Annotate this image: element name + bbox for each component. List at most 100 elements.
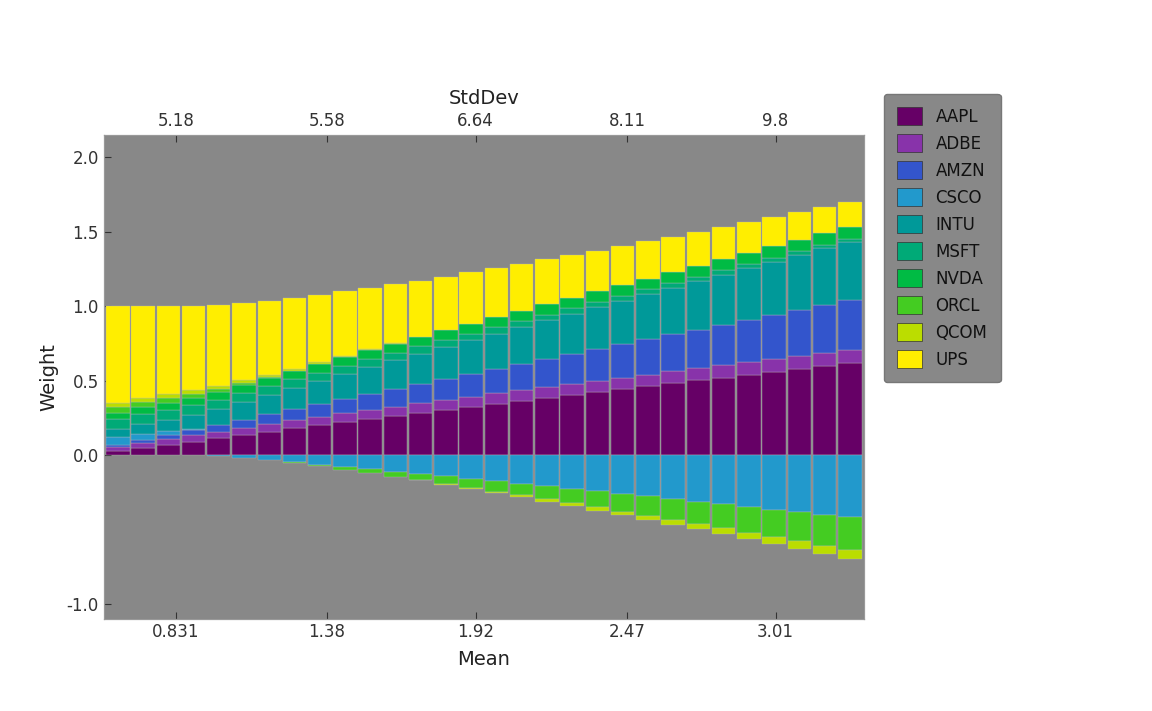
Bar <box>258 375 281 378</box>
Bar <box>207 438 230 455</box>
Bar <box>536 314 559 321</box>
Bar <box>763 257 786 262</box>
Bar <box>813 233 836 245</box>
Bar <box>131 424 154 434</box>
Bar <box>182 390 205 394</box>
Bar <box>585 392 609 455</box>
Bar <box>384 455 407 471</box>
Bar <box>182 435 205 442</box>
Bar <box>585 455 609 491</box>
Bar <box>333 455 357 467</box>
Bar <box>258 386 281 395</box>
Bar <box>813 515 836 546</box>
Bar <box>409 474 432 481</box>
Bar <box>611 378 635 389</box>
Bar <box>282 370 306 380</box>
Bar <box>409 412 432 455</box>
Bar <box>358 288 382 349</box>
Bar <box>636 289 660 294</box>
Bar <box>207 410 230 425</box>
Bar <box>763 455 786 510</box>
Bar <box>384 416 407 455</box>
Bar <box>182 442 205 455</box>
Bar <box>712 528 735 534</box>
Bar <box>358 394 382 410</box>
Bar <box>131 407 154 414</box>
Bar <box>839 300 862 350</box>
Bar <box>585 381 609 392</box>
Bar <box>561 503 584 506</box>
Bar <box>510 321 533 327</box>
Bar <box>233 455 256 458</box>
Bar <box>409 384 432 403</box>
Bar <box>687 368 710 380</box>
Bar <box>409 353 432 384</box>
Bar <box>106 447 129 451</box>
Bar <box>308 294 332 362</box>
Bar <box>106 306 129 402</box>
Bar <box>106 429 129 437</box>
Bar <box>182 394 205 398</box>
Bar <box>763 315 786 359</box>
X-axis label: Mean: Mean <box>457 650 510 669</box>
Bar <box>611 494 635 511</box>
Bar <box>258 424 281 432</box>
Bar <box>636 279 660 289</box>
Bar <box>358 410 382 419</box>
Bar <box>510 401 533 455</box>
Bar <box>561 384 584 395</box>
Bar <box>308 455 332 464</box>
Bar <box>763 372 786 455</box>
Bar <box>737 363 760 375</box>
Bar <box>434 340 457 347</box>
Bar <box>712 325 735 365</box>
Bar <box>636 386 660 455</box>
Bar <box>233 393 256 402</box>
Bar <box>384 284 407 343</box>
Bar <box>460 455 483 479</box>
Bar <box>157 432 180 435</box>
Bar <box>258 432 281 455</box>
Bar <box>636 496 660 515</box>
Bar <box>737 320 760 363</box>
Bar <box>333 356 357 357</box>
Bar <box>763 217 786 246</box>
Bar <box>182 398 205 405</box>
Bar <box>561 298 584 308</box>
Bar <box>813 245 836 248</box>
Bar <box>813 353 836 366</box>
Bar <box>737 533 760 539</box>
Bar <box>207 386 230 389</box>
Bar <box>485 333 508 369</box>
Bar <box>106 419 129 429</box>
Bar <box>258 415 281 424</box>
Bar <box>131 414 154 424</box>
Bar <box>561 455 584 488</box>
Bar <box>233 385 256 393</box>
Bar <box>611 389 635 455</box>
Bar <box>839 455 862 518</box>
Bar <box>131 397 154 402</box>
Bar <box>763 246 786 257</box>
Bar <box>460 324 483 333</box>
Bar <box>813 207 836 233</box>
Bar <box>536 260 559 304</box>
Bar <box>485 268 508 317</box>
Y-axis label: Weight: Weight <box>39 343 59 411</box>
Bar <box>561 314 584 354</box>
Bar <box>813 366 836 455</box>
Bar <box>358 351 382 360</box>
Bar <box>182 306 205 390</box>
Bar <box>813 248 836 305</box>
Bar <box>661 371 685 383</box>
Bar <box>157 397 180 402</box>
Bar <box>510 327 533 364</box>
Bar <box>510 455 533 483</box>
Bar <box>712 378 735 455</box>
Bar <box>536 499 559 501</box>
Bar <box>182 430 205 435</box>
Bar <box>434 455 457 476</box>
Bar <box>460 407 483 455</box>
Bar <box>839 239 862 242</box>
Bar <box>207 400 230 410</box>
